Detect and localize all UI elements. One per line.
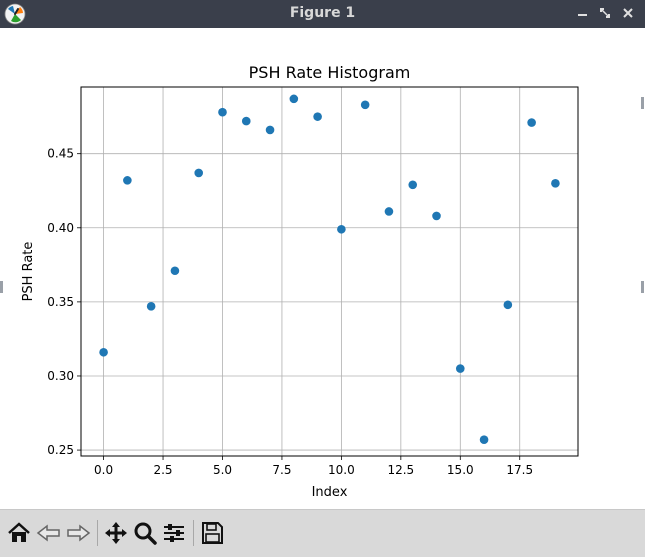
window-edge-handle	[0, 281, 3, 293]
axis-ticks: 0.0 2.5 5.0 7.5 10.0 12.5 15.0 17.5 0.25 0.30 0.35…	[47, 147, 533, 477]
y-tick-label: 0.40	[47, 221, 74, 235]
data-point	[527, 118, 536, 127]
back-arrow-icon[interactable]	[34, 518, 64, 548]
data-points	[99, 94, 560, 444]
toolbar-separator	[193, 520, 194, 546]
x-tick-label: 2.5	[153, 463, 172, 477]
data-point	[265, 125, 275, 135]
data-point	[289, 94, 299, 104]
x-tick-label: 12.5	[387, 463, 414, 477]
data-point	[479, 435, 489, 444]
y-axis-label: PSH Rate	[21, 242, 36, 302]
sliders-icon[interactable]	[159, 518, 189, 548]
window-titlebar: Figure 1	[0, 0, 645, 28]
x-axis-label: Index	[312, 485, 348, 500]
floppy-disk-icon[interactable]	[197, 518, 227, 548]
data-point	[241, 116, 251, 126]
data-point	[123, 176, 132, 185]
chart-title: PSH Rate Histogram	[249, 63, 411, 82]
move-icon[interactable]	[101, 518, 131, 548]
window-title: Figure 1	[289, 5, 356, 21]
data-point	[551, 179, 560, 188]
window-edge-handle	[641, 281, 644, 293]
matplotlib-app-icon	[4, 3, 26, 25]
axes-frame	[80, 86, 579, 457]
y-tick-label: 0.45	[47, 147, 74, 161]
x-tick-label: 7.5	[272, 463, 291, 477]
home-icon[interactable]	[4, 518, 34, 548]
navigation-toolbar	[0, 509, 645, 557]
data-point	[170, 266, 180, 276]
minimize-icon[interactable]	[573, 3, 593, 23]
x-tick-label: 5.0	[213, 463, 232, 477]
data-point	[146, 302, 156, 311]
window-edge-handle	[641, 97, 644, 109]
scatter-chart: 0.0 2.5 5.0 7.5 10.0 12.5 15.0 17.5 0.25 0.30 0.35…	[21, 63, 579, 500]
x-tick-label: 10.0	[328, 463, 355, 477]
restore-icon[interactable]	[595, 3, 615, 23]
data-point	[360, 100, 370, 110]
data-point	[503, 300, 513, 310]
data-point	[99, 347, 108, 357]
y-tick-label: 0.35	[47, 295, 74, 309]
close-icon[interactable]	[618, 3, 638, 23]
y-tick-label: 0.25	[47, 443, 74, 457]
x-tick-label: 15.0	[447, 463, 474, 477]
toolbar-separator	[97, 520, 98, 546]
data-point	[432, 211, 441, 221]
x-tick-label: 0.0	[94, 463, 113, 477]
figure-canvas[interactable]: 0.0 2.5 5.0 7.5 10.0 12.5 15.0 17.5 0.25 0.30 0.35…	[0, 28, 645, 509]
forward-arrow-icon[interactable]	[63, 518, 93, 548]
grid-lines	[81, 87, 578, 456]
x-tick-label: 17.5	[506, 463, 533, 477]
data-point	[455, 364, 465, 373]
data-point	[384, 207, 394, 216]
data-point	[337, 224, 346, 234]
data-point	[218, 107, 227, 117]
data-point	[408, 180, 418, 190]
data-point	[194, 168, 204, 178]
y-tick-label: 0.30	[47, 369, 74, 383]
magnifier-icon[interactable]	[130, 518, 160, 548]
data-point	[313, 112, 322, 121]
